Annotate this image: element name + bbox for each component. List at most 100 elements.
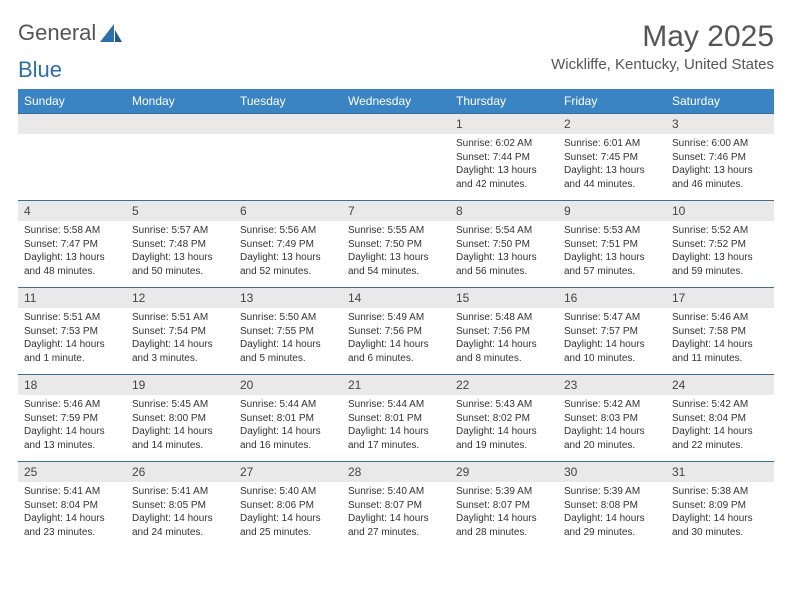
calendar-day: 15Sunrise: 5:48 AMSunset: 7:56 PMDayligh… — [450, 287, 558, 374]
day-number: 13 — [234, 288, 342, 308]
calendar-day: 25Sunrise: 5:41 AMSunset: 8:04 PMDayligh… — [18, 461, 126, 548]
day-number-empty — [18, 114, 126, 134]
day-number: 18 — [18, 375, 126, 395]
day-number: 15 — [450, 288, 558, 308]
day-details: Sunrise: 5:38 AMSunset: 8:09 PMDaylight:… — [666, 482, 774, 543]
weekday-header: Monday — [126, 89, 234, 113]
logo-text-1: General — [18, 20, 96, 46]
day-number: 17 — [666, 288, 774, 308]
day-details: Sunrise: 5:46 AMSunset: 7:58 PMDaylight:… — [666, 308, 774, 369]
weekday-header: Tuesday — [234, 89, 342, 113]
day-details: Sunrise: 5:58 AMSunset: 7:47 PMDaylight:… — [18, 221, 126, 282]
day-number: 12 — [126, 288, 234, 308]
weekday-header-row: SundayMondayTuesdayWednesdayThursdayFrid… — [18, 89, 774, 113]
calendar-day: 23Sunrise: 5:42 AMSunset: 8:03 PMDayligh… — [558, 374, 666, 461]
day-details: Sunrise: 5:53 AMSunset: 7:51 PMDaylight:… — [558, 221, 666, 282]
day-details: Sunrise: 5:51 AMSunset: 7:53 PMDaylight:… — [18, 308, 126, 369]
day-details: Sunrise: 5:42 AMSunset: 8:04 PMDaylight:… — [666, 395, 774, 456]
day-number: 26 — [126, 462, 234, 482]
day-number: 29 — [450, 462, 558, 482]
calendar-day: 4Sunrise: 5:58 AMSunset: 7:47 PMDaylight… — [18, 200, 126, 287]
day-number: 24 — [666, 375, 774, 395]
day-number: 11 — [18, 288, 126, 308]
day-details: Sunrise: 5:43 AMSunset: 8:02 PMDaylight:… — [450, 395, 558, 456]
day-details: Sunrise: 5:51 AMSunset: 7:54 PMDaylight:… — [126, 308, 234, 369]
day-details: Sunrise: 5:41 AMSunset: 8:05 PMDaylight:… — [126, 482, 234, 543]
calendar-day: 19Sunrise: 5:45 AMSunset: 8:00 PMDayligh… — [126, 374, 234, 461]
weekday-header: Sunday — [18, 89, 126, 113]
calendar-day: 21Sunrise: 5:44 AMSunset: 8:01 PMDayligh… — [342, 374, 450, 461]
day-details: Sunrise: 5:46 AMSunset: 7:59 PMDaylight:… — [18, 395, 126, 456]
day-details: Sunrise: 5:42 AMSunset: 8:03 PMDaylight:… — [558, 395, 666, 456]
calendar-day: 7Sunrise: 5:55 AMSunset: 7:50 PMDaylight… — [342, 200, 450, 287]
day-details: Sunrise: 5:55 AMSunset: 7:50 PMDaylight:… — [342, 221, 450, 282]
calendar-day: 2Sunrise: 6:01 AMSunset: 7:45 PMDaylight… — [558, 113, 666, 200]
calendar-day: 18Sunrise: 5:46 AMSunset: 7:59 PMDayligh… — [18, 374, 126, 461]
calendar-day: 16Sunrise: 5:47 AMSunset: 7:57 PMDayligh… — [558, 287, 666, 374]
day-details: Sunrise: 5:49 AMSunset: 7:56 PMDaylight:… — [342, 308, 450, 369]
day-details: Sunrise: 5:44 AMSunset: 8:01 PMDaylight:… — [234, 395, 342, 456]
calendar-empty-cell — [342, 113, 450, 200]
calendar-day: 5Sunrise: 5:57 AMSunset: 7:48 PMDaylight… — [126, 200, 234, 287]
calendar-day: 3Sunrise: 6:00 AMSunset: 7:46 PMDaylight… — [666, 113, 774, 200]
day-details: Sunrise: 5:56 AMSunset: 7:49 PMDaylight:… — [234, 221, 342, 282]
day-number: 21 — [342, 375, 450, 395]
calendar-day: 29Sunrise: 5:39 AMSunset: 8:07 PMDayligh… — [450, 461, 558, 548]
logo-sail-icon — [100, 24, 122, 42]
day-details: Sunrise: 5:48 AMSunset: 7:56 PMDaylight:… — [450, 308, 558, 369]
calendar-day: 31Sunrise: 5:38 AMSunset: 8:09 PMDayligh… — [666, 461, 774, 548]
day-number: 23 — [558, 375, 666, 395]
calendar-empty-cell — [234, 113, 342, 200]
calendar: SundayMondayTuesdayWednesdayThursdayFrid… — [18, 89, 774, 548]
day-number-empty — [234, 114, 342, 134]
calendar-day: 27Sunrise: 5:40 AMSunset: 8:06 PMDayligh… — [234, 461, 342, 548]
calendar-day: 12Sunrise: 5:51 AMSunset: 7:54 PMDayligh… — [126, 287, 234, 374]
day-number: 28 — [342, 462, 450, 482]
calendar-empty-cell — [126, 113, 234, 200]
day-number: 31 — [666, 462, 774, 482]
calendar-day: 10Sunrise: 5:52 AMSunset: 7:52 PMDayligh… — [666, 200, 774, 287]
calendar-day: 17Sunrise: 5:46 AMSunset: 7:58 PMDayligh… — [666, 287, 774, 374]
day-number: 19 — [126, 375, 234, 395]
calendar-day: 14Sunrise: 5:49 AMSunset: 7:56 PMDayligh… — [342, 287, 450, 374]
day-number: 4 — [18, 201, 126, 221]
day-details: Sunrise: 6:02 AMSunset: 7:44 PMDaylight:… — [450, 134, 558, 195]
day-number: 7 — [342, 201, 450, 221]
weekday-header: Wednesday — [342, 89, 450, 113]
day-details: Sunrise: 5:44 AMSunset: 8:01 PMDaylight:… — [342, 395, 450, 456]
weekday-header: Thursday — [450, 89, 558, 113]
day-details: Sunrise: 5:50 AMSunset: 7:55 PMDaylight:… — [234, 308, 342, 369]
day-number: 22 — [450, 375, 558, 395]
day-details: Sunrise: 5:57 AMSunset: 7:48 PMDaylight:… — [126, 221, 234, 282]
day-details: Sunrise: 6:01 AMSunset: 7:45 PMDaylight:… — [558, 134, 666, 195]
day-number: 27 — [234, 462, 342, 482]
day-details: Sunrise: 5:54 AMSunset: 7:50 PMDaylight:… — [450, 221, 558, 282]
day-number-empty — [126, 114, 234, 134]
day-number: 20 — [234, 375, 342, 395]
weekday-header: Friday — [558, 89, 666, 113]
day-number: 3 — [666, 114, 774, 134]
day-details: Sunrise: 5:47 AMSunset: 7:57 PMDaylight:… — [558, 308, 666, 369]
month-title: May 2025 — [551, 20, 774, 54]
day-number-empty — [342, 114, 450, 134]
day-number: 25 — [18, 462, 126, 482]
day-details: Sunrise: 5:45 AMSunset: 8:00 PMDaylight:… — [126, 395, 234, 456]
day-details: Sunrise: 5:39 AMSunset: 8:07 PMDaylight:… — [450, 482, 558, 543]
day-details: Sunrise: 5:40 AMSunset: 8:07 PMDaylight:… — [342, 482, 450, 543]
calendar-day: 22Sunrise: 5:43 AMSunset: 8:02 PMDayligh… — [450, 374, 558, 461]
day-number: 8 — [450, 201, 558, 221]
calendar-grid: 1Sunrise: 6:02 AMSunset: 7:44 PMDaylight… — [18, 113, 774, 548]
day-number: 9 — [558, 201, 666, 221]
calendar-day: 20Sunrise: 5:44 AMSunset: 8:01 PMDayligh… — [234, 374, 342, 461]
day-details: Sunrise: 5:41 AMSunset: 8:04 PMDaylight:… — [18, 482, 126, 543]
calendar-day: 1Sunrise: 6:02 AMSunset: 7:44 PMDaylight… — [450, 113, 558, 200]
day-details: Sunrise: 5:52 AMSunset: 7:52 PMDaylight:… — [666, 221, 774, 282]
logo-text-2: Blue — [18, 57, 774, 83]
day-details: Sunrise: 6:00 AMSunset: 7:46 PMDaylight:… — [666, 134, 774, 195]
logo: General — [18, 20, 124, 46]
day-number: 10 — [666, 201, 774, 221]
calendar-day: 24Sunrise: 5:42 AMSunset: 8:04 PMDayligh… — [666, 374, 774, 461]
day-number: 6 — [234, 201, 342, 221]
day-number: 2 — [558, 114, 666, 134]
day-number: 14 — [342, 288, 450, 308]
